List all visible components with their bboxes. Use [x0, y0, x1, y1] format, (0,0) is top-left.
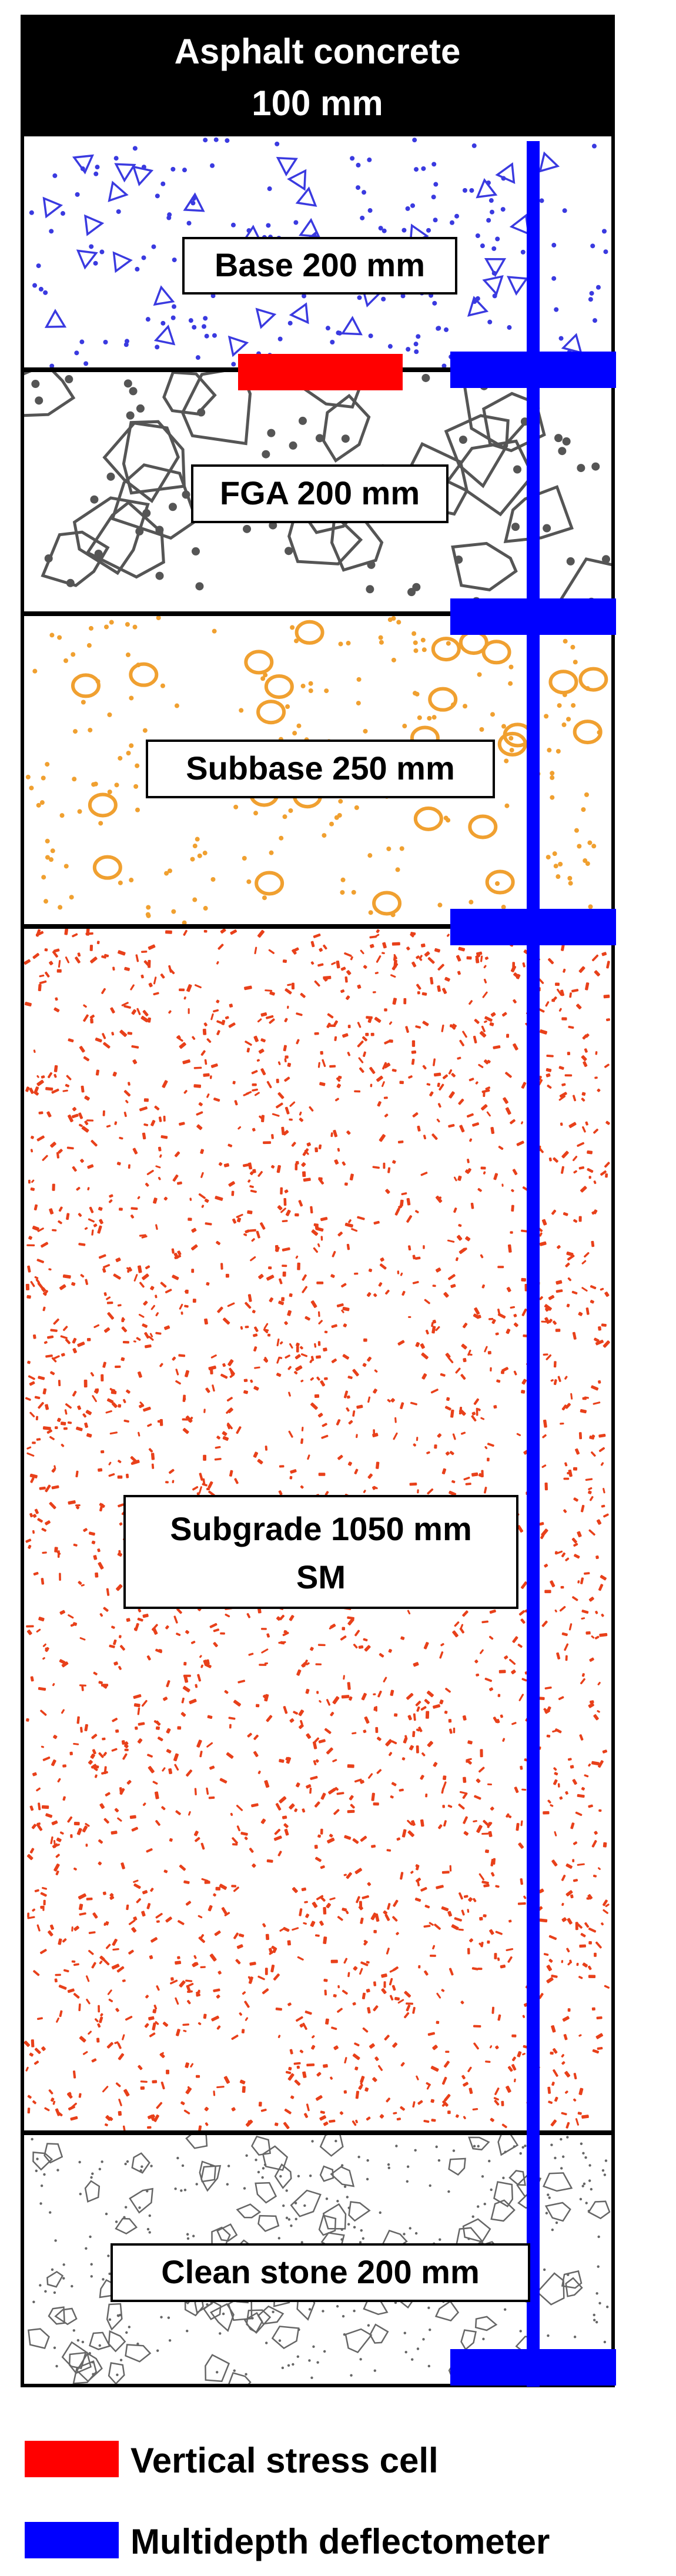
vertical-stress-cell — [238, 354, 403, 390]
clean-stone-label-box — [111, 2243, 530, 2302]
deflectometer-anchor-1 — [450, 352, 616, 388]
legend-deflectometer-label: Multidepth deflectometer — [130, 2522, 550, 2561]
fga-label-box — [191, 464, 449, 523]
subbase-label: Subbase 250 mm — [186, 750, 455, 787]
deflectometer-anchor-2 — [450, 598, 616, 635]
deflectometer-anchor-4 — [450, 2349, 616, 2386]
subgrade-label-line2: SM — [296, 1558, 346, 1595]
subbase-label-box — [146, 740, 495, 798]
column-border — [21, 15, 615, 2387]
asphalt-layer — [21, 16, 615, 136]
clean-stone-label: Clean stone 200 mm — [161, 2253, 480, 2290]
legend-stress-cell-swatch — [25, 2441, 119, 2477]
base-label: Base 200 mm — [215, 246, 425, 283]
legend-deflectometer-swatch — [25, 2522, 119, 2558]
asphalt-label-line2: 100 mm — [252, 83, 383, 123]
base-label-box — [182, 237, 457, 295]
asphalt-label-line1: Asphalt concrete — [175, 32, 461, 71]
deflectometer-anchor-3 — [450, 909, 616, 945]
fga-label: FGA 200 mm — [220, 474, 420, 511]
legend-stress-cell-label: Vertical stress cell — [130, 2441, 439, 2480]
deflectometer-rod — [527, 141, 540, 2387]
subgrade-label-box — [123, 1495, 518, 1609]
subgrade-label-line1: Subgrade 1050 mm — [170, 1510, 472, 1547]
